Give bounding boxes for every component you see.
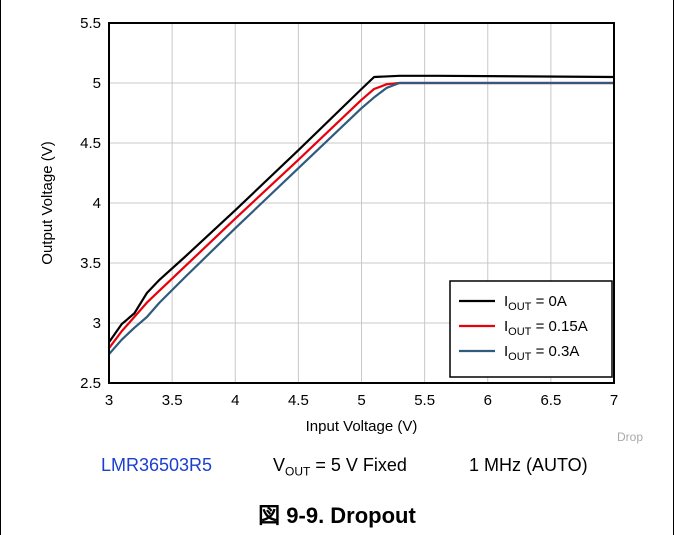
x-tick-label: 7 — [610, 392, 618, 409]
vout-setting: VOUT = 5 V Fixed — [273, 455, 407, 479]
series-line-2 — [108, 81, 614, 355]
legend-label-0: IOUT = 0A — [504, 293, 567, 313]
figure-title: 図 9-9. Dropout — [258, 503, 416, 528]
y-tick-label: 3.5 — [80, 255, 101, 272]
y-axis-title: Output Voltage (V) — [39, 141, 56, 264]
x-tick-label: 5 — [357, 392, 365, 409]
legend-label-1: IOUT = 0.15A — [504, 318, 588, 338]
y-tick-label: 3 — [93, 315, 101, 332]
x-tick-label: 4 — [231, 392, 239, 409]
series-line-1 — [108, 81, 614, 349]
watermark-text: Drop — [617, 430, 643, 444]
x-axis-title: Input Voltage (V) — [306, 418, 418, 435]
legend-box — [449, 280, 613, 378]
y-tick-label: 4.5 — [80, 135, 101, 152]
dropout-chart: 3 3.5 4 4.5 5 5.5 6 6.5 7 2.533.544.555.5 Input … — [39, 15, 643, 444]
legend-label-2: IOUT = 0.3A — [504, 343, 579, 363]
legend: IOUT = 0A IOUT = 0.15A IOUT = 0.3A — [449, 280, 613, 378]
x-tick-label: 5.5 — [414, 392, 435, 409]
caption-row: LMR36503R5 VOUT = 5 V Fixed 1 MHz (AUTO) — [0, 455, 674, 483]
y-tick-label: 4 — [93, 195, 101, 212]
x-tick-label: 6.5 — [540, 392, 561, 409]
x-axis-ticks: 3 3.5 4 4.5 5 5.5 6 6.5 7 — [105, 392, 618, 409]
x-tick-label: 3 — [105, 392, 113, 409]
y-tick-label: 5 — [93, 75, 101, 92]
y-axis-ticks: 2.5 3 3.5 4 4.5 5 5.5 — [80, 15, 101, 392]
device-name: LMR36503R5 — [101, 455, 213, 475]
x-tick-label: 3.5 — [162, 392, 183, 409]
plot-border — [108, 22, 615, 384]
frequency-setting: 1 MHz (AUTO) — [469, 455, 588, 475]
x-tick-label: 6 — [484, 392, 492, 409]
series-layer — [108, 74, 615, 355]
series-line-0 — [108, 74, 615, 343]
y-tick-label: 5.5 — [80, 15, 101, 32]
x-tick-label: 4.5 — [288, 392, 309, 409]
y-tick-label: 2.5 — [80, 375, 101, 392]
